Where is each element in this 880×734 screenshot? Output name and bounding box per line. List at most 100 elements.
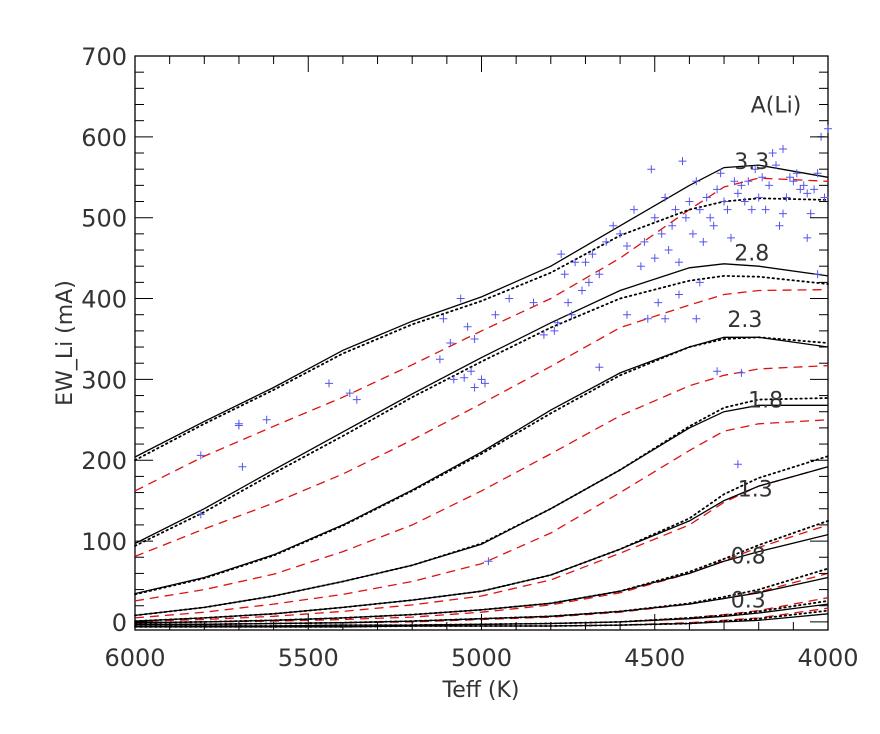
data-point <box>505 294 514 303</box>
data-point <box>713 185 722 194</box>
data-point <box>772 161 780 170</box>
data-point <box>654 298 663 307</box>
data-point <box>820 193 829 202</box>
data-point <box>650 254 659 263</box>
curve-label: 2.3 <box>727 308 762 333</box>
data-point <box>481 379 489 388</box>
data-point <box>789 177 798 186</box>
data-point <box>578 286 586 295</box>
data-point <box>238 462 247 471</box>
data-point <box>262 415 271 424</box>
data-point <box>571 258 580 267</box>
data-point <box>792 169 801 178</box>
data-point <box>765 181 774 190</box>
data-point <box>730 177 739 186</box>
data-point <box>477 375 486 384</box>
data-point <box>345 389 354 398</box>
data-point <box>668 221 677 230</box>
data-point <box>460 373 469 382</box>
data-point <box>709 221 718 230</box>
data-point <box>692 314 701 323</box>
data-point <box>539 330 548 339</box>
curve-label: 1.3 <box>738 478 773 503</box>
data-point <box>688 229 697 238</box>
curve-dotted-5 <box>134 520 829 624</box>
x-tick-label: 5000 <box>451 644 512 672</box>
data-point <box>678 157 687 166</box>
data-point <box>567 310 576 319</box>
data-point <box>685 197 694 206</box>
curve-solid-5 <box>134 533 829 624</box>
data-point <box>699 237 708 246</box>
model-curves <box>134 164 829 628</box>
data-point <box>775 221 784 230</box>
data-point <box>761 205 770 214</box>
data-point <box>484 557 493 566</box>
data-point <box>435 355 444 364</box>
data-point <box>675 258 683 267</box>
curve-label: 0.8 <box>731 545 766 570</box>
axis-ticks <box>134 55 829 630</box>
data-point <box>796 185 805 194</box>
data-point <box>595 363 604 372</box>
curve-solid-4 <box>134 466 829 622</box>
data-point <box>602 237 611 246</box>
data-point <box>661 314 670 323</box>
data-point <box>758 173 767 182</box>
data-point <box>647 165 656 174</box>
data-point <box>737 368 746 377</box>
data-point <box>630 205 638 214</box>
data-point <box>723 205 732 214</box>
data-point <box>695 205 704 214</box>
data-point <box>623 310 631 319</box>
data-point <box>803 189 812 198</box>
data-point <box>588 250 597 259</box>
data-point <box>779 145 787 153</box>
y-tick-label: 700 <box>81 43 127 71</box>
data-point <box>609 221 618 230</box>
curve-dashed-5 <box>134 524 829 624</box>
curve-label: 0.3 <box>731 588 766 613</box>
data-point <box>671 205 680 214</box>
data-point <box>467 367 476 376</box>
y-axis-label: EW_Li (mA) <box>53 280 78 406</box>
curve-dashed-0 <box>134 177 829 492</box>
data-point <box>446 339 455 347</box>
data-point <box>768 149 777 157</box>
axis-tick-labels: 6000 5500 5000 4500 4000 0 100 200 300 400 500 600 7… <box>81 43 858 672</box>
data-point <box>553 318 562 327</box>
curve-solid-3 <box>134 404 828 617</box>
data-point <box>824 124 832 133</box>
data-point <box>325 379 333 388</box>
data-point <box>623 242 631 250</box>
data-point <box>564 298 573 307</box>
data-point <box>681 213 690 222</box>
curve-dotted-3 <box>134 397 829 617</box>
data-point <box>491 310 500 319</box>
data-point <box>196 451 205 460</box>
data-point <box>799 181 808 190</box>
curve-dashed-1 <box>134 288 829 558</box>
data-point <box>470 383 479 392</box>
data-point <box>727 233 735 242</box>
data-point <box>661 193 670 202</box>
curve-dotted-1 <box>134 274 829 547</box>
y-tick-label: 600 <box>81 124 127 152</box>
data-point <box>813 270 822 279</box>
y-tick-label: 0 <box>112 609 127 637</box>
data-point <box>584 278 593 287</box>
data-point <box>813 169 822 178</box>
y-tick-label: 300 <box>81 366 127 394</box>
observed-points <box>196 124 832 566</box>
data-point <box>657 229 666 238</box>
data-point <box>456 294 465 303</box>
data-point <box>664 246 673 254</box>
data-point <box>234 419 243 428</box>
curve-labels: A(Li) 3.3 2.8 2.3 1.8 1.3 0.8 0.3 <box>727 94 801 614</box>
data-point <box>557 250 566 259</box>
data-point <box>640 237 649 246</box>
y-tick-label: 400 <box>81 286 127 314</box>
data-point <box>706 213 715 222</box>
x-tick-label: 5500 <box>278 644 339 672</box>
